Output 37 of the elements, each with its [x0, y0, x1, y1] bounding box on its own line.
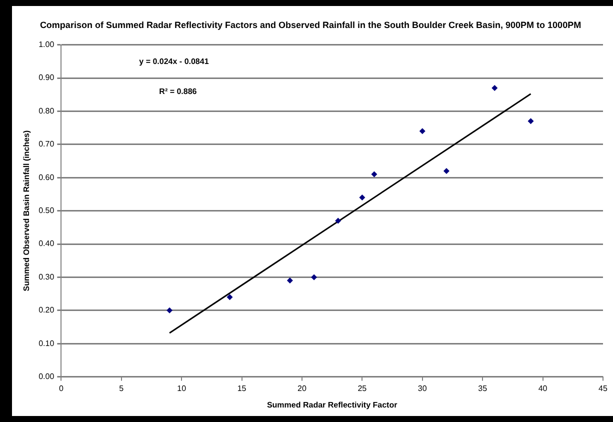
x-tick-label: 20 — [298, 384, 307, 393]
point — [166, 307, 173, 314]
x-tick-label: 40 — [538, 384, 548, 393]
x-tick-label: 35 — [478, 384, 488, 393]
point — [371, 171, 378, 178]
y-tick-label: 0.40 — [38, 239, 55, 248]
annotation: y = 0.024x - 0.0841 — [139, 57, 210, 66]
point — [311, 274, 318, 280]
y-tick-label: 0.20 — [38, 306, 55, 315]
point — [226, 294, 233, 300]
point — [359, 194, 366, 201]
point — [419, 128, 426, 134]
chart-title: Comparison of Summed Radar Reflectivity Factors and Observed Rainfall in the South Boulder Creek Basin, 900PM to 1000PM — [40, 20, 582, 30]
point — [492, 84, 498, 91]
annotation: R² = 0.886 — [159, 87, 198, 96]
x-tick-label: 15 — [237, 384, 247, 393]
point — [286, 278, 293, 284]
x-tick-label: 30 — [418, 384, 428, 393]
y-tick-label: 0.80 — [38, 106, 55, 116]
point — [335, 218, 342, 224]
y-tick-label: 0.60 — [38, 172, 55, 182]
y-tick-label: 0.00 — [38, 372, 55, 382]
x-tick-label: 10 — [177, 384, 187, 393]
y-axis-title: Summed Observed Basin Rainfall (inches) — [22, 130, 32, 292]
y-tick-label: 0.30 — [38, 272, 55, 282]
x-tick-label: 0 — [58, 384, 64, 393]
point — [443, 168, 450, 174]
y-tick-label: 0.90 — [38, 73, 55, 82]
point — [528, 118, 534, 124]
y-tick-label: 0.70 — [38, 140, 55, 149]
x-tick-label: 45 — [598, 384, 608, 393]
x-tick-label: 5 — [119, 384, 124, 393]
y-tick-label: 0.50 — [38, 206, 55, 216]
x-tick-label: 25 — [358, 384, 368, 393]
y-tick-label: 0.10 — [38, 338, 55, 348]
y-tick-label: 1.00 — [38, 40, 55, 50]
x-axis-title: Summed Radar Reflectivity Factor — [266, 400, 398, 410]
